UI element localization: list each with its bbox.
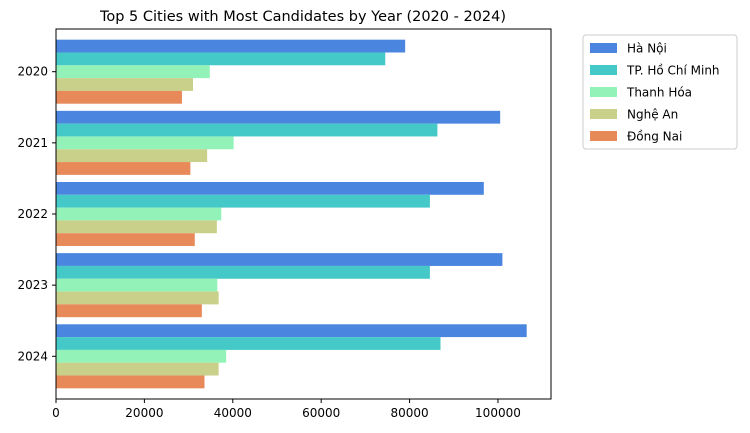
bar-2020-series-2 — [56, 65, 210, 79]
y-tick-label: 2022 — [17, 207, 48, 221]
bar-2023-series-2 — [56, 278, 218, 292]
legend-label: Thanh Hóa — [626, 86, 692, 100]
bar-2020-series-4 — [56, 90, 182, 104]
y-axis: 2020 2021 2022 2023 2024 — [17, 65, 56, 363]
x-axis: 0 20000 40000 60000 80000 100000 — [52, 399, 521, 420]
bar-2024-series-3 — [56, 362, 219, 376]
bar-2023-series-3 — [56, 291, 219, 305]
y-tick-label: 2024 — [17, 349, 48, 363]
bars-group — [56, 39, 527, 389]
legend-label: Hà Nội — [627, 42, 667, 56]
bar-2024-series-1 — [56, 337, 441, 350]
legend: Hà Nội TP. Hồ Chí Minh Thanh Hóa Nghệ An Đồn… — [582, 34, 738, 150]
legend-frame — [582, 34, 738, 150]
bar-2023-series-1 — [56, 265, 430, 279]
bar-2024-series-0 — [56, 324, 527, 338]
legend-label: Nghệ An — [627, 108, 678, 122]
bar-2023-series-4 — [56, 304, 202, 318]
bar-2022-series-3 — [56, 220, 217, 234]
y-tick-label: 2021 — [17, 136, 48, 150]
chart-title: Top 5 Cities with Most Candidates by Yea… — [99, 9, 506, 25]
bar-2021-series-4 — [56, 162, 191, 175]
bar-2020-series-0 — [56, 39, 406, 53]
x-tick-label: 0 — [52, 406, 60, 420]
legend-swatch — [590, 87, 617, 97]
bar-2021-series-1 — [56, 123, 438, 137]
legend-swatch — [590, 65, 617, 75]
legend-label: Đồng Nai — [627, 130, 682, 144]
x-tick-label: 80000 — [390, 406, 428, 420]
legend-label: TP. Hồ Chí Minh — [626, 64, 720, 78]
legend-swatch — [590, 109, 617, 119]
bar-2024-series-2 — [56, 349, 227, 363]
bar-2024-series-4 — [56, 375, 205, 389]
legend-swatch — [590, 43, 617, 53]
bar-2023-series-0 — [56, 253, 503, 266]
legend-swatch — [590, 131, 617, 141]
bar-2021-series-2 — [56, 136, 234, 150]
bar-2022-series-2 — [56, 207, 222, 221]
bar-2022-series-4 — [56, 233, 195, 247]
x-tick-label: 60000 — [302, 406, 340, 420]
bar-2020-series-1 — [56, 52, 386, 66]
y-tick-label: 2020 — [17, 65, 48, 79]
bar-2020-series-3 — [56, 78, 194, 91]
bar-2021-series-3 — [56, 149, 208, 163]
bar-2022-series-1 — [56, 194, 430, 208]
x-tick-label: 40000 — [214, 406, 252, 420]
x-tick-label: 20000 — [125, 406, 163, 420]
y-tick-label: 2023 — [17, 278, 48, 292]
bar-2021-series-0 — [56, 110, 501, 124]
x-tick-label: 100000 — [475, 406, 521, 420]
bar-2022-series-0 — [56, 181, 484, 195]
